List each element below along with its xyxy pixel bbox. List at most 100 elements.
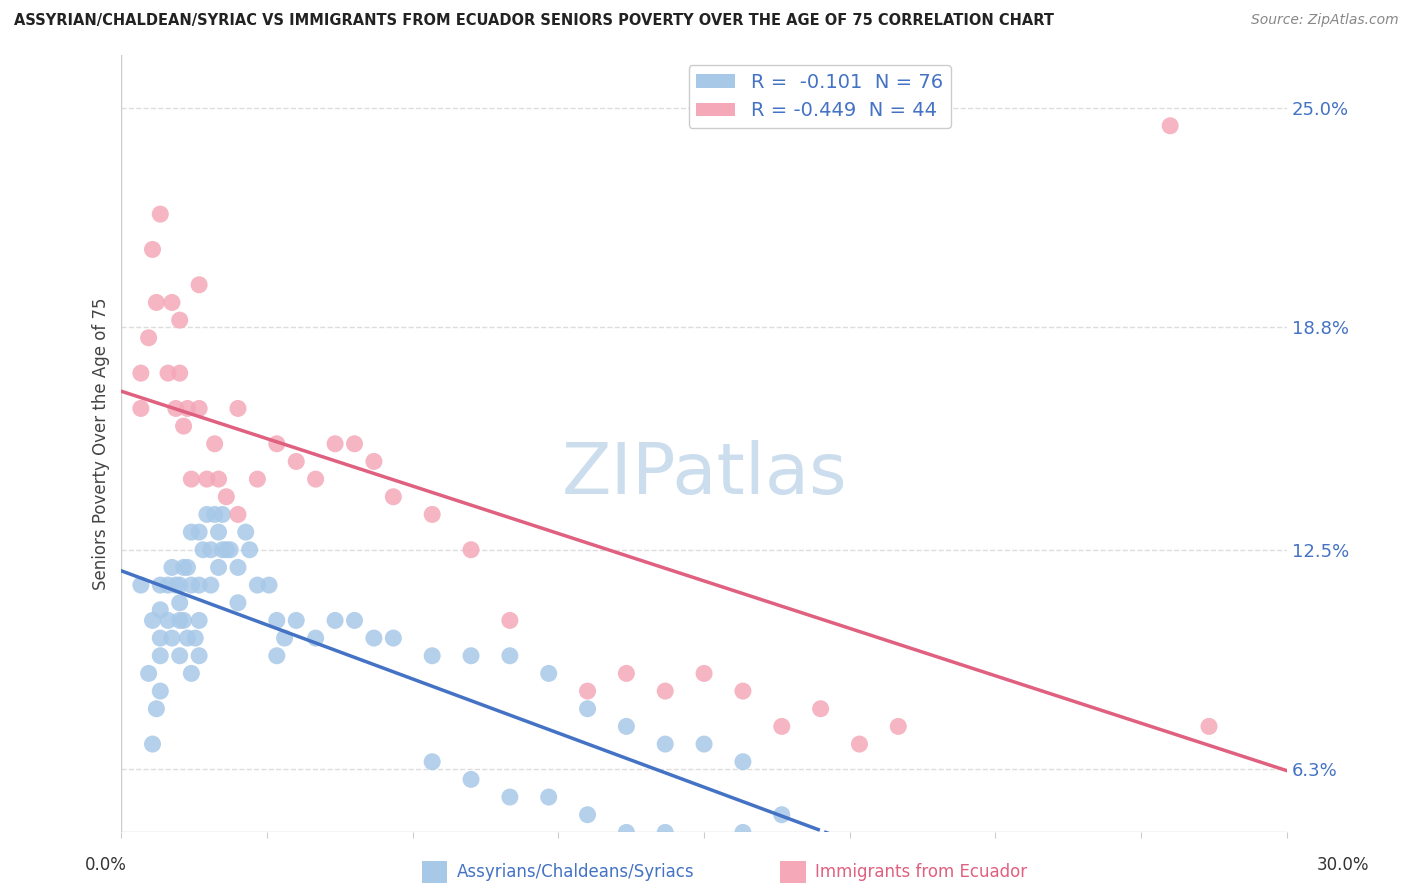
Point: [169, 366, 191, 380]
Point: [654, 825, 676, 839]
Point: [226, 560, 249, 574]
Point: [363, 454, 385, 468]
Point: [180, 472, 202, 486]
Point: [195, 472, 218, 486]
Point: [499, 790, 522, 805]
Point: [200, 578, 222, 592]
Point: [887, 719, 910, 733]
Text: Immigrants from Ecuador: Immigrants from Ecuador: [815, 863, 1028, 881]
Point: [257, 578, 280, 592]
Point: [1159, 119, 1181, 133]
Point: [149, 684, 172, 698]
Point: [188, 401, 211, 416]
Point: [420, 648, 443, 663]
Point: [499, 614, 522, 628]
Point: [460, 648, 482, 663]
Point: [382, 490, 405, 504]
Point: [273, 631, 295, 645]
Point: [180, 666, 202, 681]
Point: [157, 578, 180, 592]
Point: [323, 437, 346, 451]
Point: [169, 313, 191, 327]
Point: [499, 648, 522, 663]
Point: [149, 603, 172, 617]
Point: [173, 614, 195, 628]
Point: [173, 419, 195, 434]
Point: [266, 437, 288, 451]
Point: [180, 578, 202, 592]
Point: [188, 277, 211, 292]
Point: [576, 807, 599, 822]
Point: [141, 243, 163, 257]
Point: [576, 684, 599, 698]
Point: [149, 648, 172, 663]
Point: [616, 825, 638, 839]
Point: [169, 596, 191, 610]
Point: [266, 648, 288, 663]
Point: [191, 542, 214, 557]
Point: [176, 631, 198, 645]
Point: [211, 542, 233, 557]
Point: [654, 684, 676, 698]
Point: [693, 666, 716, 681]
Point: [235, 525, 257, 540]
Point: [420, 755, 443, 769]
Point: [129, 578, 152, 592]
Point: [770, 719, 793, 733]
Point: [226, 401, 249, 416]
Point: [188, 578, 211, 592]
Point: [305, 472, 328, 486]
Point: [215, 490, 238, 504]
Point: [219, 542, 242, 557]
Point: [246, 472, 269, 486]
Point: [460, 772, 482, 787]
Point: [420, 508, 443, 522]
Point: [141, 614, 163, 628]
Point: [138, 666, 160, 681]
Point: [160, 631, 183, 645]
Point: [165, 401, 187, 416]
Legend: R =  -0.101  N = 76, R = -0.449  N = 44: R = -0.101 N = 76, R = -0.449 N = 44: [689, 65, 950, 128]
Point: [226, 596, 249, 610]
Point: [138, 331, 160, 345]
Y-axis label: Seniors Poverty Over the Age of 75: Seniors Poverty Over the Age of 75: [93, 298, 110, 590]
Point: [848, 737, 870, 751]
Point: [207, 525, 229, 540]
Point: [129, 401, 152, 416]
Text: Source: ZipAtlas.com: Source: ZipAtlas.com: [1251, 13, 1399, 28]
Point: [160, 560, 183, 574]
Point: [157, 366, 180, 380]
Point: [145, 702, 167, 716]
Point: [207, 472, 229, 486]
Point: [731, 825, 754, 839]
Point: [285, 454, 308, 468]
Text: 30.0%: 30.0%: [1316, 855, 1369, 873]
Point: [239, 542, 262, 557]
Point: [731, 755, 754, 769]
Point: [145, 295, 167, 310]
Point: [129, 366, 152, 380]
Point: [215, 542, 238, 557]
Point: [343, 437, 366, 451]
Point: [180, 525, 202, 540]
Point: [188, 614, 211, 628]
Point: [176, 560, 198, 574]
Point: [141, 737, 163, 751]
Point: [693, 843, 716, 857]
Point: [149, 631, 172, 645]
Point: [200, 542, 222, 557]
Point: [285, 614, 308, 628]
Text: Assyrians/Chaldeans/Syriacs: Assyrians/Chaldeans/Syriacs: [457, 863, 695, 881]
Point: [204, 508, 226, 522]
Point: [537, 666, 560, 681]
Point: [731, 684, 754, 698]
Point: [693, 737, 716, 751]
Point: [195, 508, 218, 522]
Text: 0.0%: 0.0%: [84, 855, 127, 873]
Point: [149, 207, 172, 221]
Point: [616, 719, 638, 733]
Point: [204, 437, 226, 451]
Point: [176, 401, 198, 416]
Point: [169, 648, 191, 663]
Point: [537, 790, 560, 805]
